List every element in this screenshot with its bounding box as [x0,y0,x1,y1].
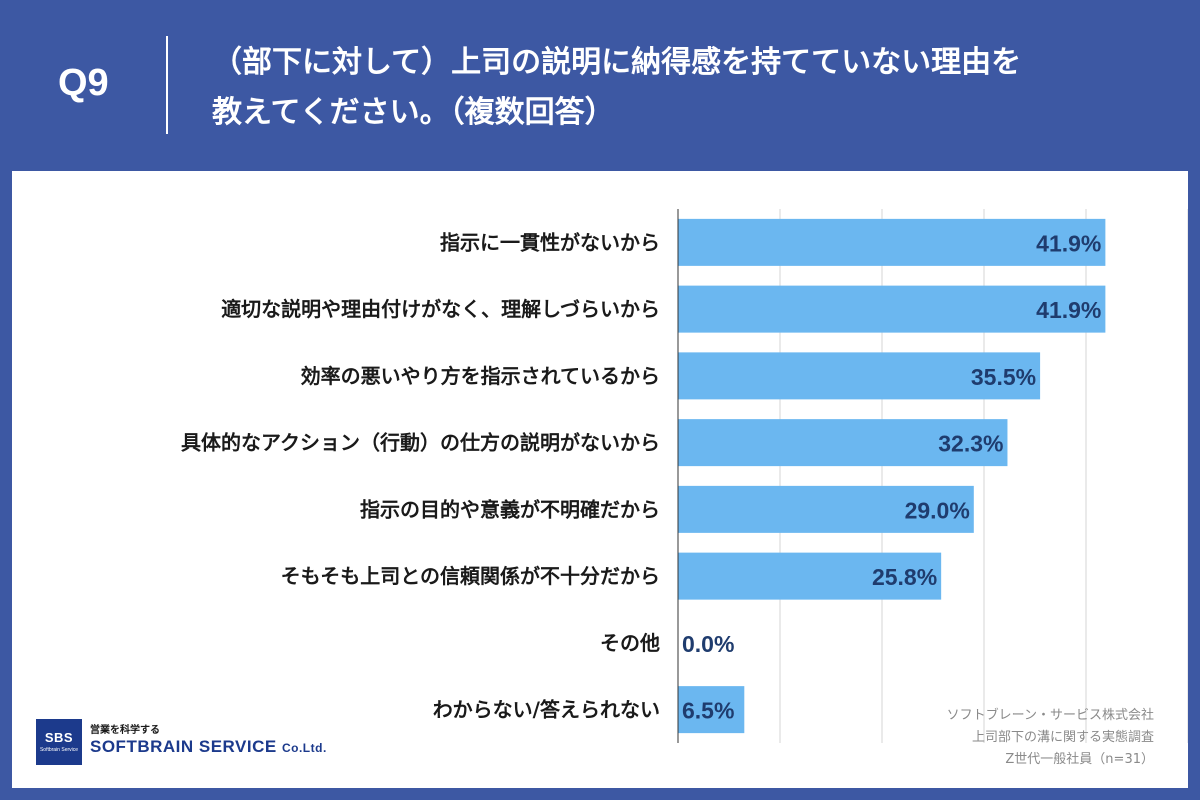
value-label: 32.3% [938,431,1003,457]
category-label: そもそも上司との信頼関係が不十分だから [281,564,660,588]
bar [678,552,942,600]
source-company: ソフトブレーン・サービス株式会社 [946,708,1154,723]
category-label: 指示の目的や意義が不明確だから [360,497,660,521]
bar [678,485,974,533]
category-label: わからない/答えられない [433,698,660,722]
sbs-logo-badge: SBS Softbrain Service [36,719,82,765]
header: Q9 （部下に対して）上司の説明に納得感を持てていない理由を 教えてください。（… [0,0,1200,170]
question-title: （部下に対して）上司の説明に納得感を持てていない理由を 教えてください。（複数回… [212,45,1022,130]
category-label: 具体的なアクション（行動）の仕方の説明がないから [181,431,660,455]
category-label: 効率の悪いやり方を指示されているから [301,364,660,388]
logo-company-name: SOFTBRAIN SERVICE Co.Ltd. [90,737,327,757]
bar [678,352,1041,400]
logo-name-text: SOFTBRAIN SERVICE [90,737,277,756]
bar [678,285,1106,333]
value-label: 25.8% [872,564,937,590]
source-note: ソフトブレーン・サービス株式会社 上司部下の溝に関する実態調査 Z世代一般社員（… [947,705,1154,771]
bar [678,686,745,734]
category-label: 指示に一貫性がないから [440,230,660,254]
bar [678,419,1008,467]
value-label: 41.9% [1036,230,1101,256]
value-label: 29.0% [905,497,970,523]
logo-name-suffix: Co.Ltd. [281,741,327,755]
value-label: 0.0% [682,631,734,657]
bar [678,218,1106,266]
logo-tagline: 営業を科学する [90,725,160,736]
source-survey: 上司部下の溝に関する実態調査 [971,730,1154,745]
logo-badge-text: SBS [44,730,74,745]
value-label: 35.5% [971,364,1036,390]
bar-chart: 指示に一貫性がないから 41.9% 適切な説明や理由付けがなく、理解しづらいから 41… [181,209,1188,743]
value-label: 6.5% [682,698,734,724]
source-sample: Z世代一般社員（n=31） [1005,752,1154,767]
header-divider [166,36,168,134]
category-label: その他 [600,631,660,655]
logo-badge-sub: Softbrain Service [39,747,79,753]
value-label: 41.9% [1036,297,1101,323]
category-label: 適切な説明や理由付けがなく、理解しづらいから [221,297,660,321]
question-number: Q9 [58,62,109,104]
chart-panel: 指示に一貫性がないから 41.9% 適切な説明や理由付けがなく、理解しづらいから 41… [12,171,1188,788]
